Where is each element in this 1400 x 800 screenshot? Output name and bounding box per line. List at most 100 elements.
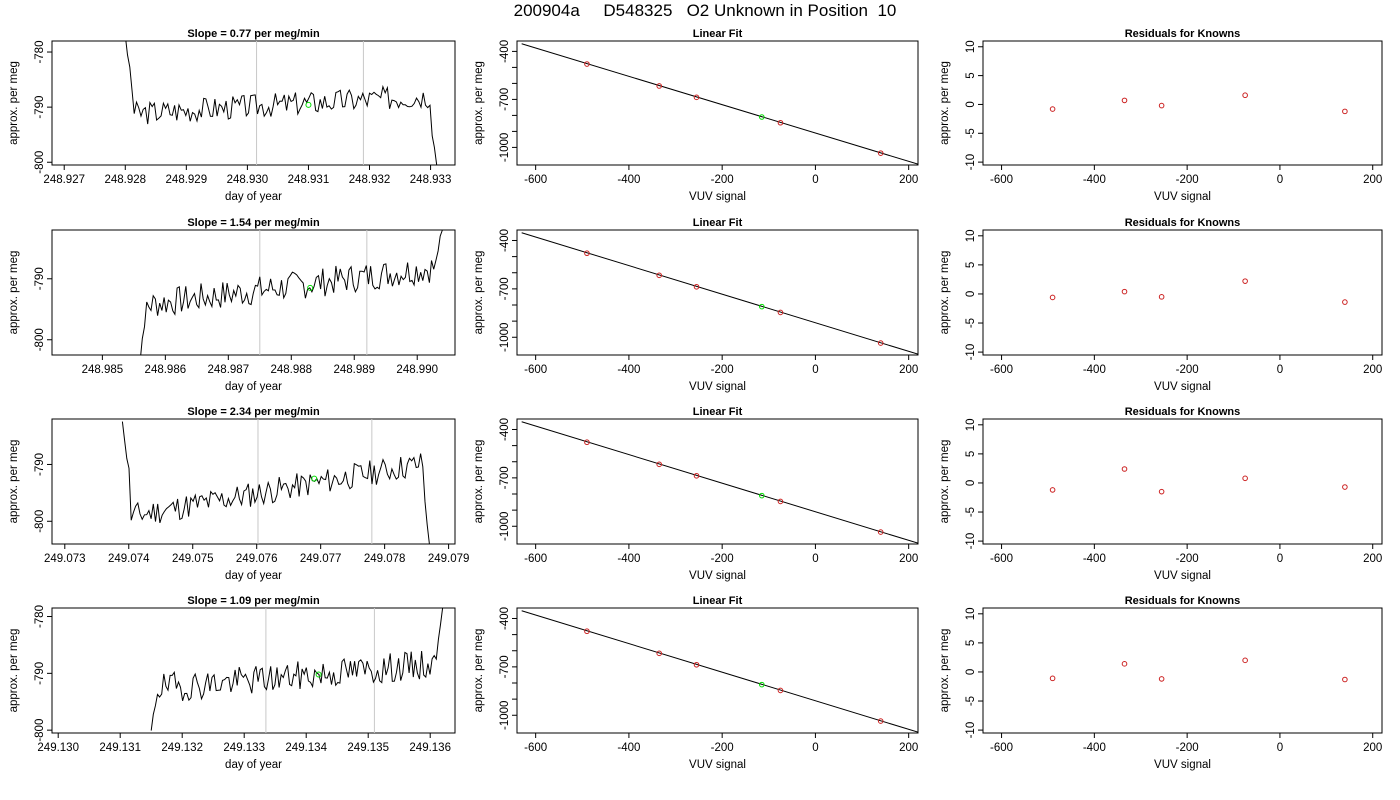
residuals-1-residual-point: [1242, 92, 1248, 99]
time-series-3-ylabel: approx. per meg: [8, 440, 20, 524]
time-series-1-title: Slope = 0.77 per meg/min: [187, 28, 320, 40]
residuals-2-xtick-label: 200: [1363, 364, 1382, 376]
time-series-4-xtick-label: 249.135: [347, 742, 389, 754]
linear-fit-3-ytick-label: -1000: [499, 512, 511, 541]
linear-fit-3-xlabel: VUV signal: [689, 570, 746, 582]
residuals-2-ytick-label: -10: [965, 344, 977, 361]
linear-fit-2-xtick-label: -200: [711, 364, 734, 376]
time-series-1-xtick-label: 248.930: [227, 174, 269, 186]
residuals-3-title: Residuals for Knowns: [1125, 406, 1241, 418]
linear-fit-4-xlabel: VUV signal: [689, 759, 746, 771]
linear-fit-3-known-point: [877, 529, 884, 535]
time-series-3-unknown-point: [311, 475, 318, 482]
residuals-1-frame: [982, 40, 1383, 166]
residuals-2-residual-point: [1049, 294, 1056, 301]
residuals-3-frame: [982, 418, 1383, 545]
linear-fit-1-frame: [516, 40, 919, 166]
linear-fit-1-unknown-point: [758, 114, 765, 120]
linear-fit-1-known-point: [584, 61, 590, 67]
linear-fit-1-ytick-label: -1000: [499, 133, 511, 162]
linear-fit-3-ytick-label: -400: [499, 418, 511, 441]
linear-fit-2-known-point: [777, 309, 784, 316]
linear-fit-1-ylabel: approx. per meg: [473, 61, 485, 145]
time-series-4-ytick-label: -790: [34, 662, 46, 685]
time-series-1-xtick-label: 248.932: [349, 174, 391, 186]
time-series-4-xtick-label: 249.136: [409, 742, 451, 754]
linear-fit-4-known-point: [584, 628, 590, 635]
time-series-3-xtick-label: 249.077: [300, 553, 342, 565]
residuals-1-xtick-label: 200: [1363, 174, 1382, 186]
linear-fit-2-ytick-label: -700: [499, 277, 511, 300]
linear-fit-2-xtick-label: -400: [617, 364, 640, 376]
residuals-2-xtick-label: 0: [1277, 364, 1283, 376]
residuals-3-residual-point: [1242, 475, 1248, 482]
residuals-1-residual-point: [1342, 108, 1348, 115]
time-series-1-ylabel: approx. per meg: [8, 61, 20, 145]
linear-fit-3-known-point: [693, 472, 700, 479]
linear-fit-1-known-point: [693, 94, 700, 101]
linear-fit-1-known-point: [777, 119, 784, 126]
time-series-3-frame: [51, 418, 456, 545]
linear-fit-3-known-point: [656, 461, 663, 468]
time-series-4-series-line: [150, 608, 444, 731]
time-series-3-ytick-label: -800: [34, 510, 46, 533]
time-series-2-ytick-label: -790: [34, 267, 46, 290]
residuals-2-residual-point: [1121, 288, 1128, 295]
time-series-1-xtick-label: 248.928: [104, 174, 146, 186]
residuals-1-xlabel: VUV signal: [1154, 191, 1211, 203]
linear-fit-2-xlabel: VUV signal: [689, 381, 746, 393]
linear-fit-2-known-point: [877, 340, 884, 346]
linear-fit-1-xtick-label: -200: [711, 174, 734, 186]
linear-fit-3-ylabel: approx. per meg: [473, 440, 485, 524]
linear-fit-4-unknown-point: [758, 681, 765, 688]
time-series-1-xtick-label: 248.927: [43, 174, 85, 186]
linear-fit-2-frame: [516, 229, 919, 356]
linear-fit-2-unknown-point: [758, 303, 765, 310]
linear-fit-3-fit-line: [521, 421, 918, 544]
time-series-1-ytick-label: -800: [34, 151, 46, 174]
time-series-4-frame: [51, 607, 456, 734]
residuals-1-ytick-label: -5: [965, 128, 977, 138]
time-series-3-xlabel: day of year: [225, 570, 282, 582]
residuals-4-xtick-label: -200: [1176, 742, 1199, 754]
time-series-1-ytick-label: -790: [34, 96, 46, 119]
linear-fit-4-known-point: [777, 687, 784, 694]
residuals-1-residual-point: [1121, 97, 1128, 104]
residuals-3-xtick-label: -200: [1176, 553, 1199, 565]
residuals-3-xtick-label: 0: [1277, 553, 1283, 565]
residuals-4-residual-point: [1342, 676, 1348, 683]
time-series-4-unknown-point: [315, 671, 322, 678]
linear-fit-1-xlabel: VUV signal: [689, 191, 746, 203]
time-series-2-ytick-label: -800: [34, 328, 46, 351]
residuals-2-frame: [982, 229, 1383, 356]
linear-fit-1-fit-line: [521, 43, 918, 165]
residuals-3-ytick-label: -5: [965, 507, 977, 517]
residuals-3-residual-point: [1049, 487, 1056, 493]
time-series-2-ylabel: approx. per meg: [8, 251, 20, 335]
linear-fit-2-known-point: [584, 250, 590, 257]
residuals-4-ytick-label: 10: [965, 607, 977, 620]
linear-fit-4-frame: [516, 607, 919, 734]
residuals-4-residual-point: [1049, 675, 1056, 682]
linear-fit-3-xtick-label: 200: [899, 553, 918, 565]
linear-fit-3-ytick-label: -700: [499, 466, 511, 489]
time-series-4-xtick-label: 249.134: [285, 742, 327, 754]
residuals-2-xtick-label: -600: [990, 364, 1013, 376]
linear-fit-3-known-point: [777, 498, 784, 505]
residuals-1-xtick-label: -600: [990, 174, 1013, 186]
time-series-4-xlabel: day of year: [225, 759, 282, 771]
time-series-4-ytick-label: -780: [34, 605, 46, 628]
time-series-4-xtick-label: 249.132: [161, 742, 203, 754]
residuals-4-ytick-label: -10: [965, 722, 977, 739]
time-series-3-xtick-label: 249.075: [172, 553, 214, 565]
residuals-4-ytick-label: 5: [965, 640, 977, 646]
linear-fit-4-xtick-label: -200: [711, 742, 734, 754]
time-series-1-frame: [51, 40, 456, 166]
time-series-3-title: Slope = 2.34 per meg/min: [187, 406, 320, 418]
residuals-3-ylabel: approx. per meg: [939, 440, 951, 524]
residuals-1-ytick-label: -10: [965, 154, 977, 171]
linear-fit-2-xtick-label: 200: [899, 364, 918, 376]
residuals-2-ytick-label: 0: [965, 291, 977, 297]
linear-fit-2-known-point: [656, 272, 663, 279]
